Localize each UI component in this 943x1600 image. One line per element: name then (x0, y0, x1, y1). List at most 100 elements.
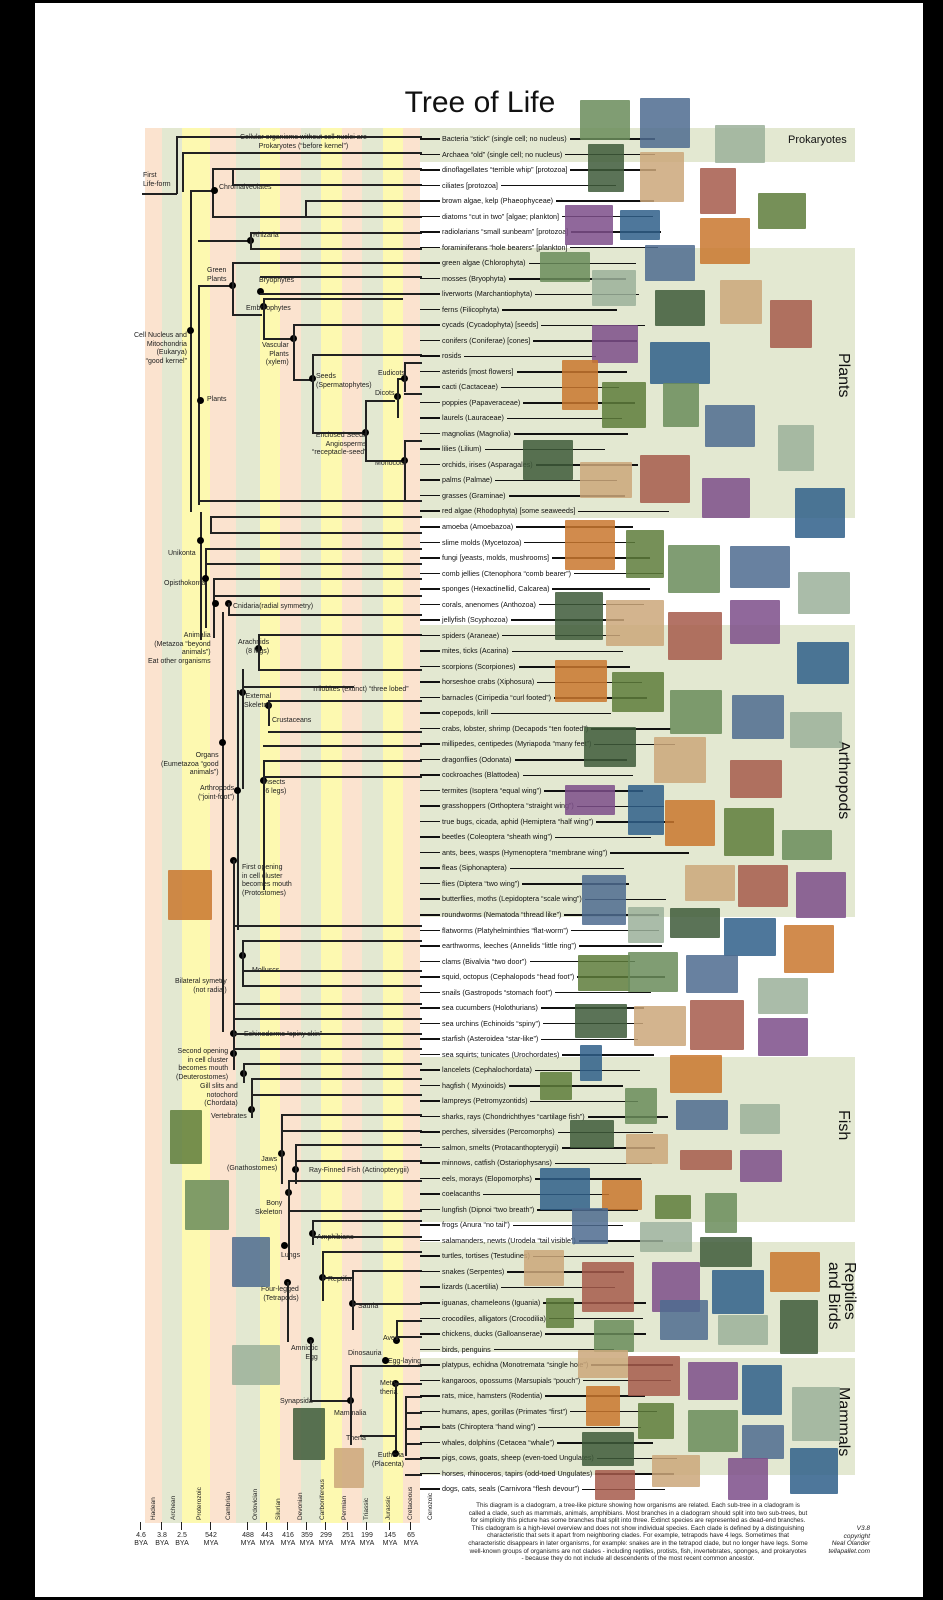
leaf-label: radiolarians “small sunbeam” [protozoa] (442, 227, 569, 237)
branch-line (212, 216, 306, 218)
leaf-item: salamanders, newts (Urodela “tail visibl… (442, 1236, 663, 1245)
organism-photo (570, 1120, 614, 1148)
leaf-item: foraminiferans “hole bearers” [plankton] (442, 242, 659, 252)
age-label: 542 MYA (200, 1532, 222, 1548)
axis-tick (410, 1522, 411, 1530)
branch-line (182, 152, 184, 192)
branch-line (305, 216, 422, 218)
branch-line (258, 634, 260, 670)
organism-photo (792, 1387, 840, 1441)
organism-photo (740, 1150, 782, 1182)
age-value: 488 (242, 1532, 254, 1539)
clade-label-dinosauria: Dinosauria (348, 1350, 381, 1359)
leaf-connector (420, 1426, 440, 1428)
leaf-arrow-line (500, 184, 617, 187)
organism-photo (654, 737, 706, 783)
leaf-connector (420, 898, 440, 900)
clade-label-line: Echinoderms “spiny skin” (244, 1031, 323, 1038)
organism-photo (670, 1055, 722, 1093)
leaf-connector (420, 727, 440, 730)
organism-photo (640, 98, 690, 148)
time-band (382, 128, 404, 1523)
organism-photo (686, 955, 738, 993)
clade-label-egg-laying: Egg-laying (388, 1358, 421, 1367)
clade-label-ray-finned: Ray-Finned Fish (Actinopterygii) (309, 1167, 409, 1176)
leaf-connector (420, 1162, 440, 1164)
clade-label-chromalveolates: Chromalveolates (219, 184, 272, 193)
branch-line (213, 578, 422, 580)
era-label: Devonian (297, 1492, 304, 1520)
organism-photo (670, 908, 720, 938)
organism-photo (732, 695, 784, 739)
clade-label-line: Molluscs (252, 967, 280, 974)
leaf-connector (420, 1038, 440, 1040)
leaf-connector (420, 634, 440, 637)
branch-line (205, 548, 422, 550)
leaf-label: foraminiferans “hole bearers” [plankton] (442, 242, 568, 252)
clade-label-line: (“joint-foot”) (198, 793, 235, 801)
clade-label-line: Dicots (375, 390, 395, 397)
leaf-connector (420, 401, 440, 404)
clade-label-line: Prokaryotes (“before kernel”) (258, 142, 349, 150)
clade-label-line: Amphibians (317, 1234, 354, 1241)
leaf-connector (420, 696, 440, 699)
age-value: 3.8 (157, 1532, 167, 1539)
branch-line (288, 1180, 290, 1260)
node-dot (257, 288, 264, 295)
clade-label-line: Mammalia (334, 1410, 367, 1417)
clade-label-line: (Deuterostomes) (176, 1073, 229, 1081)
organism-photo (780, 1300, 818, 1354)
era-label: Jurassic (385, 1496, 392, 1520)
branch-line (312, 1236, 422, 1238)
leaf-label: lilies (Lilium) (442, 444, 482, 454)
leaf-label: sponges (Hexactinellid, Calcarea) (442, 584, 550, 594)
branch-line (233, 1000, 235, 1050)
leaf-label: lungfish (Dipnoi “two breath”) (442, 1204, 535, 1214)
clade-label-vertebrates: Vertebrates (211, 1113, 247, 1122)
branch-line (228, 614, 422, 616)
leaf-item: butterflies, moths (Lepidoptera “scale w… (442, 894, 667, 903)
organism-photo (540, 1072, 572, 1100)
axis-tick (161, 1522, 162, 1530)
leaf-item: snails (Gastropods “stomach foot”) (442, 987, 652, 997)
organism-photo (758, 193, 806, 229)
leaf-item: crocodiles, alligators (Crocodilia) (442, 1314, 644, 1323)
branch-line (268, 700, 270, 726)
leaf-connector (420, 246, 440, 249)
branch-line (310, 1340, 312, 1400)
page-title: Tree of Life (404, 86, 556, 119)
leaf-label: fungi [yeasts, molds, mushrooms] (442, 553, 550, 563)
clade-label-animalia: Animalia (Metazoa “beyond animals”) Eat oth… (148, 632, 211, 666)
organism-photo (700, 218, 750, 264)
age-value: 4.6 (136, 1532, 146, 1539)
branch-line (405, 1443, 422, 1445)
age-unit: MYA (280, 1540, 296, 1547)
leaf-item: grasshoppers (Orthoptera “straight wing”… (442, 801, 664, 810)
leaf-label: true bugs, cicada, aphid (Hemiptera “hal… (442, 816, 594, 826)
era-label: Triassic (363, 1497, 370, 1520)
clade-label-amniotic: Amniotic Egg (291, 1345, 318, 1362)
clade-label-line: Reptilia (328, 1276, 352, 1283)
axis-tick (287, 1522, 288, 1530)
organism-photo (523, 440, 573, 480)
branch-line (233, 925, 422, 927)
organism-photo (565, 520, 615, 570)
clade-label-monocots: Monocots (375, 460, 405, 469)
organism-photo (700, 1237, 752, 1267)
leaf-connector (420, 200, 440, 202)
group-label: Reptiles and Birds (825, 1262, 858, 1330)
organism-photo (790, 712, 842, 748)
leaf-label: snails (Gastropods “stomach foot”) (442, 987, 553, 997)
clade-label-line: Eutheria (377, 1452, 404, 1459)
organism-photo (728, 1458, 768, 1500)
leaf-label: palms (Palmae) (442, 475, 493, 485)
leaf-connector (420, 619, 440, 621)
leaf-connector (420, 1255, 440, 1257)
clade-label-unikonta: Unikonta (168, 550, 196, 559)
leaf-connector (420, 758, 440, 761)
time-band (300, 128, 322, 1523)
organism-photo (742, 1425, 784, 1459)
branch-line (263, 760, 422, 762)
clade-label-line: Enclosed Seeds (315, 432, 367, 439)
time-band (259, 128, 281, 1523)
